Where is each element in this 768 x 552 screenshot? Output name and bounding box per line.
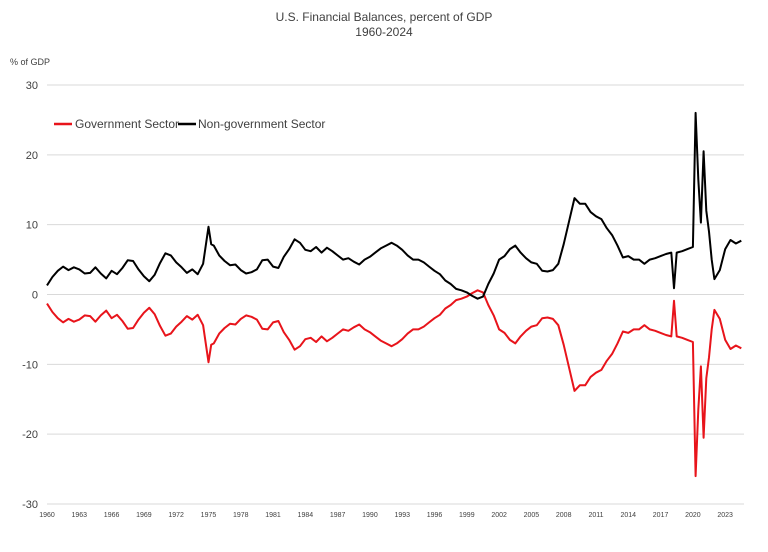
series-lines (46, 111, 742, 478)
y-tick-label: 30 (26, 80, 38, 92)
x-tick-label: 1996 (427, 512, 443, 519)
y-axis-label: % of GDP (10, 57, 50, 67)
x-tick-label: 1963 (72, 512, 88, 519)
x-tick-label: 1975 (201, 512, 217, 519)
x-tick-label: 1981 (265, 512, 281, 519)
y-tick-label: -30 (22, 499, 38, 511)
x-tick-label: 2011 (588, 512, 603, 519)
y-tick-label: 0 (32, 290, 38, 302)
legend-label-non-government: Non-government Sector (198, 117, 325, 131)
y-tick-label: -10 (22, 359, 38, 371)
x-tick-label: 2008 (556, 512, 572, 519)
chart-subtitle: 1960-2024 (355, 25, 413, 39)
x-tick-label: 2002 (491, 512, 507, 519)
y-tick-label: -20 (22, 429, 38, 441)
legend: Government Sector Non-government Sector (54, 117, 325, 131)
x-tick-label: 1966 (104, 512, 120, 519)
x-tick-label: 2014 (620, 512, 636, 519)
gridlines (47, 84, 744, 505)
x-tick-label: 1990 (362, 512, 378, 519)
x-tick-label: 1978 (233, 512, 249, 519)
series-line-government (46, 289, 742, 478)
y-tick-labels: -30 -20 -10 0 10 20 30 (22, 80, 38, 511)
x-tick-label: 1960 (39, 512, 55, 519)
x-tick-label: 2023 (717, 512, 733, 519)
x-tick-label: 1969 (136, 512, 152, 519)
x-tick-label: 1972 (168, 512, 184, 519)
x-tick-labels: 1960 1963 1966 1969 1972 1975 1978 1981 1984 1987… (39, 512, 733, 519)
x-tick-label: 2017 (653, 512, 669, 519)
x-tick-label: 2020 (685, 512, 701, 519)
x-tick-label: 1999 (459, 512, 475, 519)
x-tick-label: 2005 (524, 512, 540, 519)
y-tick-label: 20 (26, 150, 38, 162)
x-tick-label: 1993 (394, 512, 410, 519)
x-tick-label: 1987 (330, 512, 346, 519)
x-tick-label: 1984 (298, 512, 314, 519)
chart-title: U.S. Financial Balances, percent of GDP (276, 10, 493, 24)
y-tick-label: 10 (26, 220, 38, 232)
series-line-non-government (46, 111, 742, 300)
legend-label-government: Government Sector (75, 117, 179, 131)
